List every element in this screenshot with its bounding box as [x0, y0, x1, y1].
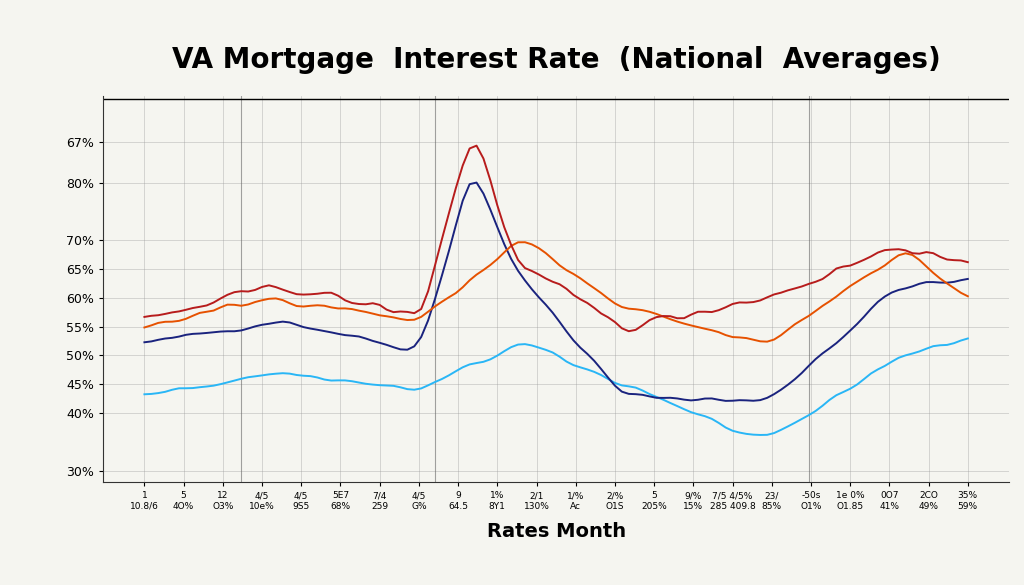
Title: VA Mortgage  Interest Rate  (National  Averages): VA Mortgage Interest Rate (National Aver…	[172, 46, 940, 74]
X-axis label: Rates Month: Rates Month	[486, 522, 626, 541]
